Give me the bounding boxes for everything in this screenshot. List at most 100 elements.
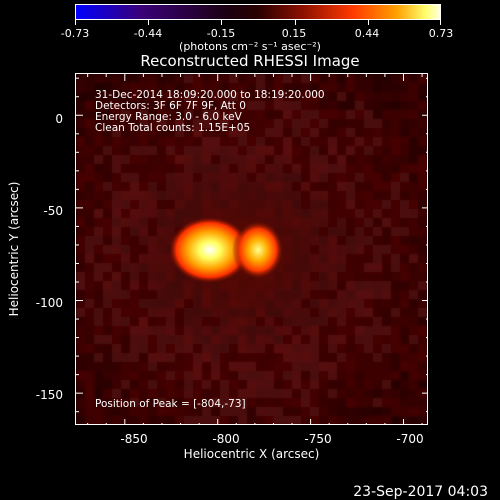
background-pixel [193,389,202,398]
background-pixel [373,101,382,110]
background-pixel [283,416,292,424]
background-pixel [166,137,175,146]
background-pixel [94,254,103,263]
background-pixel [94,137,103,146]
background-pixel [229,137,238,146]
background-pixel [382,317,391,326]
time-range-text: 31-Dec-2014 18:09:20.000 to 18:19:20.000 [95,89,325,101]
background-pixel [247,101,256,110]
background-pixel [400,299,409,308]
background-pixel [274,389,283,398]
background-pixel [427,317,428,326]
background-pixel [184,353,193,362]
background-pixel [409,389,418,398]
background-pixel [409,281,418,290]
background-pixel [130,389,139,398]
background-pixel [400,344,409,353]
background-pixel [130,101,139,110]
background-pixel [139,92,148,101]
background-pixel [220,119,229,128]
background-pixel [130,83,139,92]
background-pixel [256,416,265,424]
background-pixel [427,110,428,119]
background-pixel [121,416,130,424]
background-pixel [391,353,400,362]
background-pixel [382,416,391,424]
background-pixel [400,263,409,272]
background-pixel [247,416,256,424]
background-pixel [400,371,409,380]
background-pixel [346,380,355,389]
background-pixel [328,128,337,137]
background-pixel [76,92,85,101]
background-pixel [355,137,364,146]
background-pixel [94,281,103,290]
background-pixel [121,308,130,317]
background-pixel [337,389,346,398]
background-pixel [76,74,85,83]
background-pixel [94,335,103,344]
background-pixel [400,137,409,146]
background-pixel [265,137,274,146]
background-pixel [238,407,247,416]
background-pixel [148,155,157,164]
background-pixel [400,182,409,191]
background-pixel [391,335,400,344]
background-pixel [112,407,121,416]
background-pixel [427,146,428,155]
background-pixel [427,362,428,371]
background-pixel [175,101,184,110]
background-pixel [373,128,382,137]
background-pixel [256,137,265,146]
background-pixel [283,362,292,371]
background-pixel [382,326,391,335]
background-pixel [409,236,418,245]
background-pixel [427,128,428,137]
background-pixel [85,164,94,173]
background-pixel [76,290,85,299]
background-pixel [130,317,139,326]
background-pixel [193,416,202,424]
background-pixel [202,389,211,398]
background-pixel [382,173,391,182]
background-pixel [193,380,202,389]
background-pixel [364,272,373,281]
background-pixel [238,101,247,110]
background-pixel [292,101,301,110]
background-pixel [355,92,364,101]
background-pixel [121,119,130,128]
background-pixel [166,155,175,164]
background-pixel [346,101,355,110]
background-pixel [400,218,409,227]
background-pixel [418,209,427,218]
background-pixel [427,200,428,209]
background-pixel [418,227,427,236]
background-pixel [85,290,94,299]
background-pixel [337,335,346,344]
background-pixel [103,146,112,155]
background-pixel [310,371,319,380]
background-pixel [337,110,346,119]
background-pixel [391,362,400,371]
colorbar-tick-label: -0.44 [133,27,163,40]
background-pixel [373,83,382,92]
background-pixel [76,335,85,344]
background-pixel [265,110,274,119]
background-pixel [238,362,247,371]
colorbar-tick [295,20,296,25]
background-pixel [274,398,283,407]
background-pixel [94,182,103,191]
background-pixel [85,74,94,83]
background-pixel [310,83,319,92]
background-pixel [247,110,256,119]
background-pixel [166,362,175,371]
rhessi-image: 31-Dec-2014 18:09:20.000 to 18:19:20.000… [75,73,428,425]
background-pixel [103,263,112,272]
background-pixel [418,101,427,110]
background-pixel [400,398,409,407]
background-pixel [112,128,121,137]
background-pixel [202,362,211,371]
background-pixel [112,146,121,155]
background-pixel [310,146,319,155]
background-pixel [409,272,418,281]
